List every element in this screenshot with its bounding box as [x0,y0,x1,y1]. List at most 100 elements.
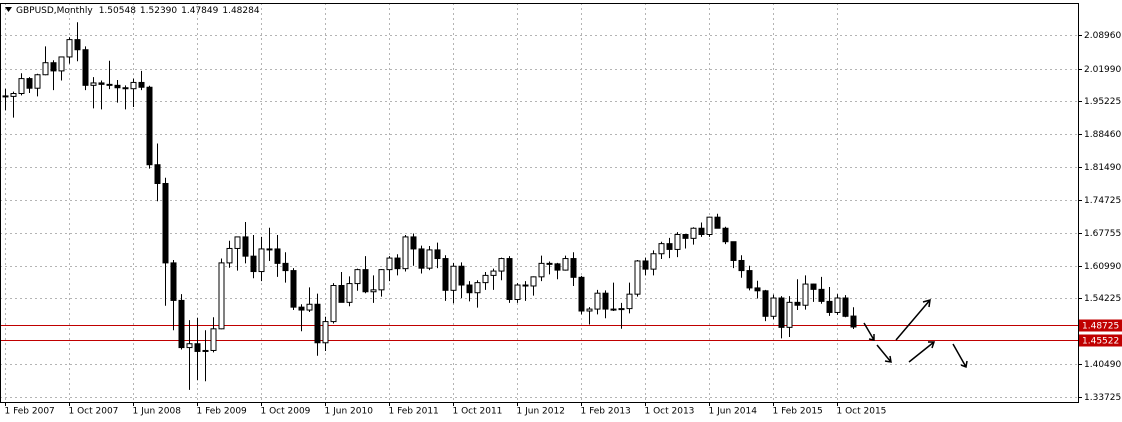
y-tick-label: 1.95225 [1084,97,1121,107]
candle-body [786,301,793,328]
candle-body [778,297,785,328]
header-close: 1.48284 [222,6,259,16]
x-tick-label: 1 Feb 2011 [389,407,439,417]
candle-body [610,308,617,311]
x-tick-label: 1 Oct 2007 [69,407,119,417]
candle-body [194,343,201,352]
candle-body [306,303,313,311]
candle-body [50,62,57,72]
candle-body [538,262,545,278]
candle-body [562,258,569,271]
y-tick-label: 1.67755 [1084,229,1121,239]
y-tick-label: 2.08960 [1084,31,1121,41]
candle-body [690,227,697,239]
header-icon [5,7,12,12]
candle-body [162,182,169,264]
candle-body [618,308,625,311]
candle-body [530,276,537,287]
candle-body [410,236,417,250]
candle-body [458,265,465,286]
candle-body [378,269,385,291]
candle-body [826,300,833,313]
candle-body [250,255,257,273]
candle-body [706,216,713,235]
candle-body [2,95,9,98]
candle-body [330,285,337,323]
candles [0,22,1078,390]
candle-body [682,233,689,239]
candle-body [74,39,81,51]
candle-body [114,84,121,89]
candle-body [186,343,193,349]
candle-body [122,87,129,90]
candle-body [298,306,305,311]
candle-body [802,283,809,306]
x-tick-label: 1 Jun 2008 [133,407,182,417]
candle-body [290,270,297,308]
candle-body [450,265,457,291]
price-label: 1.45522 [1082,337,1119,347]
candle-body [58,56,65,72]
candle-body [346,283,353,303]
candle-body [730,241,737,261]
candle-body [322,321,329,344]
candle-body [594,292,601,310]
candle-body [474,282,481,294]
header: GBPUSD,Monthly 1.50548 1.52390 1.47849 1.482… [5,6,260,16]
candle-body [146,86,153,166]
candle-body [26,78,33,89]
candle-body [522,284,529,287]
x-tick-label: 1 Jun 2014 [709,407,758,417]
candle-body [506,258,513,300]
arrow [876,344,892,363]
candle-body [34,74,41,89]
candle-body [258,248,265,273]
candle-body [242,236,249,257]
candle-body [746,270,753,289]
candle-body [138,81,145,88]
candle-body [402,236,409,270]
candle-body [42,62,49,76]
candle-body [314,303,321,344]
candle-body [210,328,217,351]
x-tick-label: 1 Feb 2009 [197,407,248,417]
candle-body [90,82,97,86]
candle-body [770,297,777,317]
candle-body [514,284,521,300]
candle-body [130,81,137,90]
x-tick-label: 1 Feb 2013 [581,407,631,417]
candle-body [418,248,425,269]
grid [0,3,1078,402]
candle-body [650,253,657,270]
candle-body [842,297,849,317]
candle-body [66,39,73,58]
candle-body [722,227,729,243]
candle-body [546,262,553,265]
y-tick-label: 1.54225 [1084,294,1121,304]
candle-body [434,249,441,260]
x-tick-label: 1 Oct 2015 [837,407,887,417]
y-tick-label: 1.88460 [1084,130,1121,140]
header-low: 1.47849 [181,6,218,16]
price-label-box [1079,319,1122,332]
candle-body [738,259,745,272]
candle-body [362,269,369,293]
candle-body [698,227,705,235]
candle-body [666,243,673,250]
x-tick-label: 1 Feb 2007 [5,407,55,417]
candle-body [658,243,665,255]
candle-body [154,164,161,184]
y-tick-label: 1.33725 [1084,393,1121,403]
candle-body [226,247,233,264]
price-label-box [1079,334,1122,347]
candle-body [202,349,209,352]
candle-body [234,236,241,249]
x-tick-label: 1 Oct 2009 [261,407,311,417]
candle-body [274,248,281,264]
candle-body [586,308,593,312]
y-tick-label: 2.01990 [1084,65,1121,75]
candle-body [106,83,113,86]
candle-body [674,233,681,250]
axes: 2.08960 2.01990 1.95225 1.88460 1.81490 1.747… [5,31,1122,417]
